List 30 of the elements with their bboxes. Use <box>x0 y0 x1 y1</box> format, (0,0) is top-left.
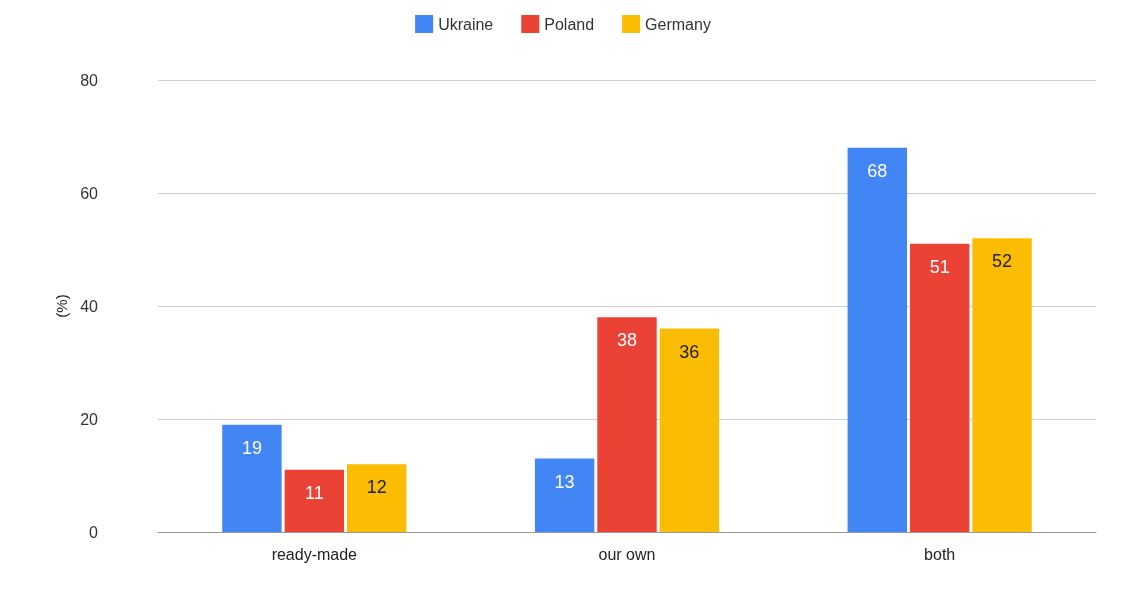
data-label: 19 <box>241 437 262 458</box>
x-tick-label: our own <box>598 545 656 563</box>
data-label: 13 <box>554 471 575 492</box>
data-label: 36 <box>679 341 700 362</box>
data-label: 52 <box>992 251 1013 272</box>
legend-label: Germany <box>645 15 711 33</box>
y-axis-title: (%) <box>53 294 71 318</box>
bar <box>347 464 407 532</box>
bar <box>972 238 1032 532</box>
data-label: 51 <box>929 256 950 277</box>
bar <box>659 328 720 532</box>
bar <box>909 243 970 532</box>
data-label: 38 <box>616 330 638 351</box>
bar <box>222 424 282 532</box>
bar <box>284 469 345 532</box>
y-tick-label: 0 <box>89 523 99 541</box>
legend-label: Ukraine <box>438 15 494 33</box>
bar <box>597 317 657 532</box>
data-label: 11 <box>304 482 324 503</box>
x-tick-label: ready-made <box>271 545 358 563</box>
data-label: 12 <box>366 477 387 498</box>
data-label: 68 <box>867 160 888 181</box>
x-tick-label: both <box>924 545 956 563</box>
y-tick-label: 20 <box>80 410 99 428</box>
legend-label: Poland <box>544 15 595 33</box>
y-tick-label: 80 <box>80 71 99 89</box>
bar <box>534 458 595 532</box>
y-tick-label: 60 <box>80 184 99 202</box>
y-tick-label: 40 <box>80 297 99 315</box>
bar <box>847 147 907 532</box>
